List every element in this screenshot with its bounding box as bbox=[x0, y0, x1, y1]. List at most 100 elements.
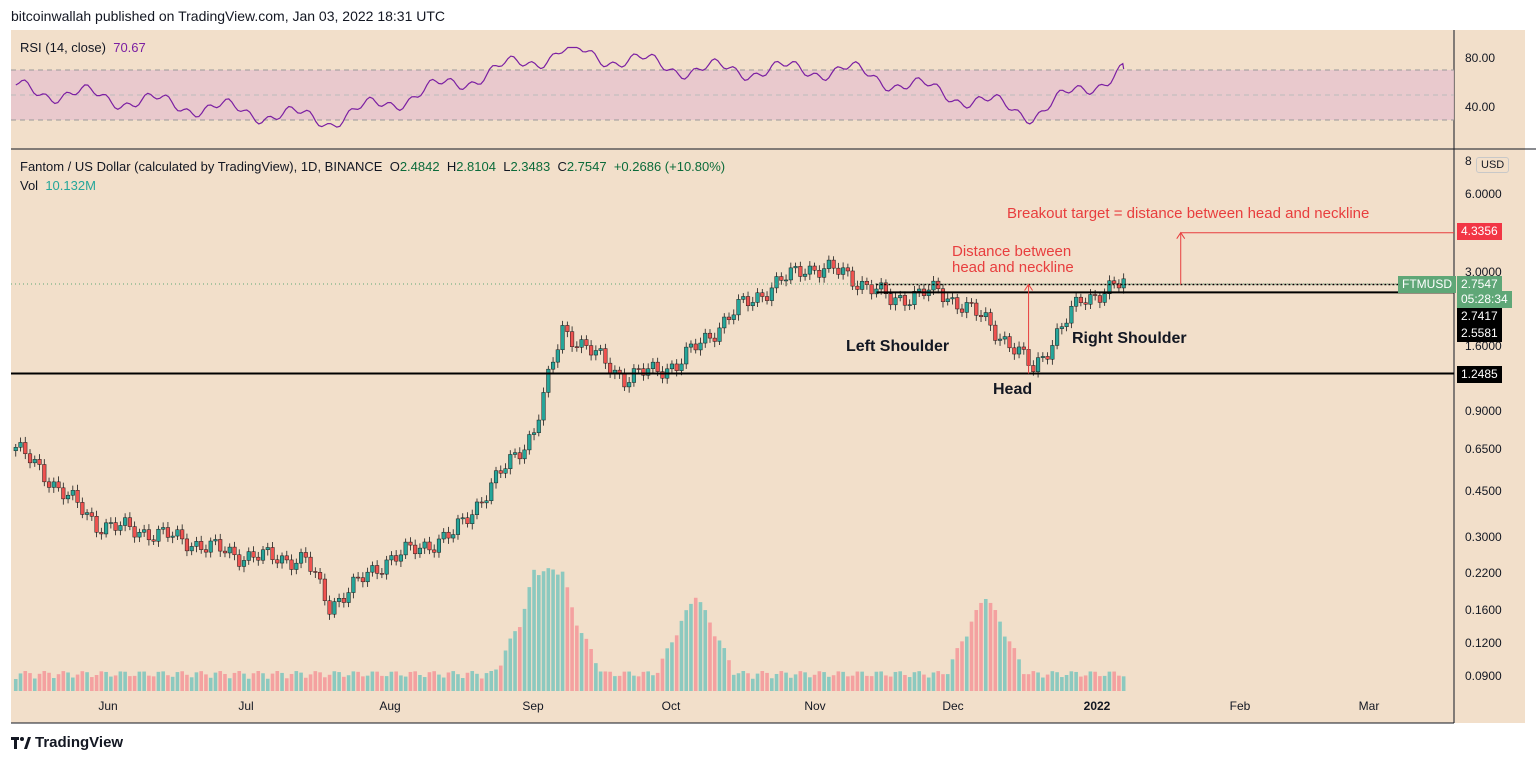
volume-bar bbox=[494, 669, 498, 691]
candle-body bbox=[1093, 294, 1098, 296]
volume-bar bbox=[142, 671, 146, 691]
open-label: O bbox=[389, 159, 400, 174]
volume-bar bbox=[327, 674, 332, 691]
candle-body bbox=[1116, 283, 1121, 289]
volume-bar bbox=[1069, 671, 1074, 691]
volume-bar bbox=[194, 672, 199, 691]
volume-bar bbox=[603, 671, 608, 691]
volume-bar bbox=[893, 671, 898, 691]
candle-body bbox=[294, 562, 299, 570]
volume-bar bbox=[855, 671, 860, 691]
candle-body bbox=[218, 539, 223, 552]
candle-body bbox=[684, 346, 689, 365]
volume-bar bbox=[808, 677, 812, 691]
candle-body bbox=[327, 600, 332, 615]
candle-body bbox=[964, 302, 969, 313]
volume-bar bbox=[132, 675, 137, 691]
volume-bar bbox=[408, 671, 413, 691]
candle-body bbox=[793, 266, 798, 269]
volume-bar bbox=[346, 675, 351, 691]
price-tick: 1.6000 bbox=[1465, 339, 1502, 353]
candle-body bbox=[902, 295, 907, 306]
volume-bar bbox=[246, 678, 251, 691]
volume-bar bbox=[993, 610, 998, 691]
volume-bar bbox=[1002, 636, 1007, 691]
candle-body bbox=[441, 531, 446, 540]
volume-bar bbox=[251, 673, 256, 691]
symbol-tag: FTMUSD bbox=[1398, 276, 1456, 293]
volume-bar bbox=[128, 676, 132, 691]
volume-bar bbox=[1107, 671, 1112, 691]
volume-bar bbox=[846, 676, 850, 691]
candle-body bbox=[284, 555, 289, 561]
volume-bar bbox=[1055, 672, 1059, 691]
candle-body bbox=[256, 556, 261, 561]
candle-body bbox=[275, 559, 280, 564]
volume-bar bbox=[1045, 674, 1050, 691]
candle-body bbox=[589, 345, 594, 356]
volume-bar bbox=[736, 673, 741, 691]
volume-bar bbox=[151, 676, 156, 691]
volume-bar bbox=[13, 679, 18, 691]
volume-bar bbox=[860, 671, 864, 691]
volume-bar bbox=[703, 610, 708, 691]
volume-bar bbox=[242, 673, 246, 691]
volume-bar bbox=[384, 676, 389, 691]
candle-body bbox=[560, 325, 565, 351]
neckline-top-tag: 2.7417 bbox=[1457, 308, 1502, 325]
volume-bar bbox=[56, 674, 61, 691]
volume-bar bbox=[613, 676, 617, 691]
candle-body bbox=[988, 312, 993, 326]
rsi-value: 70.67 bbox=[113, 40, 146, 55]
target-price-tag: 4.3356 bbox=[1457, 223, 1502, 240]
candle-body bbox=[32, 459, 37, 464]
candle-body bbox=[13, 447, 18, 452]
volume-bar bbox=[831, 675, 836, 691]
candle-body bbox=[745, 296, 751, 307]
volume-bar bbox=[75, 674, 80, 691]
tradingview-logo[interactable]: TradingView bbox=[11, 734, 123, 751]
volume-bar bbox=[884, 675, 888, 691]
volume-bar bbox=[817, 671, 822, 691]
candle-body bbox=[451, 534, 456, 539]
candle-body bbox=[194, 541, 199, 547]
candle-body bbox=[474, 501, 480, 515]
volume-bar bbox=[698, 602, 703, 691]
volume-bar bbox=[213, 672, 218, 691]
volume-bar bbox=[722, 648, 727, 691]
candle-body bbox=[375, 565, 380, 574]
candle-body bbox=[318, 572, 323, 580]
volume-bar bbox=[42, 671, 47, 691]
candle-body bbox=[1083, 302, 1088, 305]
currency-button[interactable]: USD bbox=[1476, 157, 1510, 173]
candle-body bbox=[836, 267, 841, 275]
candle-body bbox=[860, 281, 865, 290]
rsi-tick-80: 80.00 bbox=[1465, 51, 1496, 65]
volume-bar bbox=[23, 671, 28, 691]
candle-body bbox=[722, 316, 727, 329]
candle-body bbox=[132, 526, 137, 538]
candle-body bbox=[712, 337, 717, 342]
candle-body bbox=[432, 549, 437, 553]
volume-bar bbox=[693, 597, 698, 691]
symbol-title: Fantom / US Dollar (calculated by Tradin… bbox=[20, 159, 383, 174]
volume-bar bbox=[632, 675, 636, 691]
candle-body bbox=[1112, 280, 1117, 284]
volume-bar bbox=[427, 672, 432, 691]
volume-bar bbox=[294, 671, 299, 691]
candle-body bbox=[465, 517, 470, 524]
candle-body bbox=[351, 576, 356, 593]
volume-bar bbox=[32, 678, 37, 691]
candle-body bbox=[251, 551, 256, 558]
volume-bar bbox=[850, 675, 855, 691]
candle-body bbox=[1088, 294, 1093, 305]
volume-bar bbox=[1079, 676, 1083, 691]
price-tick: 0.4500 bbox=[1465, 484, 1502, 498]
volume-bar bbox=[960, 641, 964, 691]
volume-bar bbox=[422, 677, 427, 691]
last-price-tag: 2.7547 bbox=[1457, 276, 1502, 293]
candle-body bbox=[826, 259, 831, 269]
candle-body bbox=[484, 500, 489, 504]
time-tick: Sep bbox=[522, 699, 544, 713]
candle-body bbox=[489, 482, 494, 501]
